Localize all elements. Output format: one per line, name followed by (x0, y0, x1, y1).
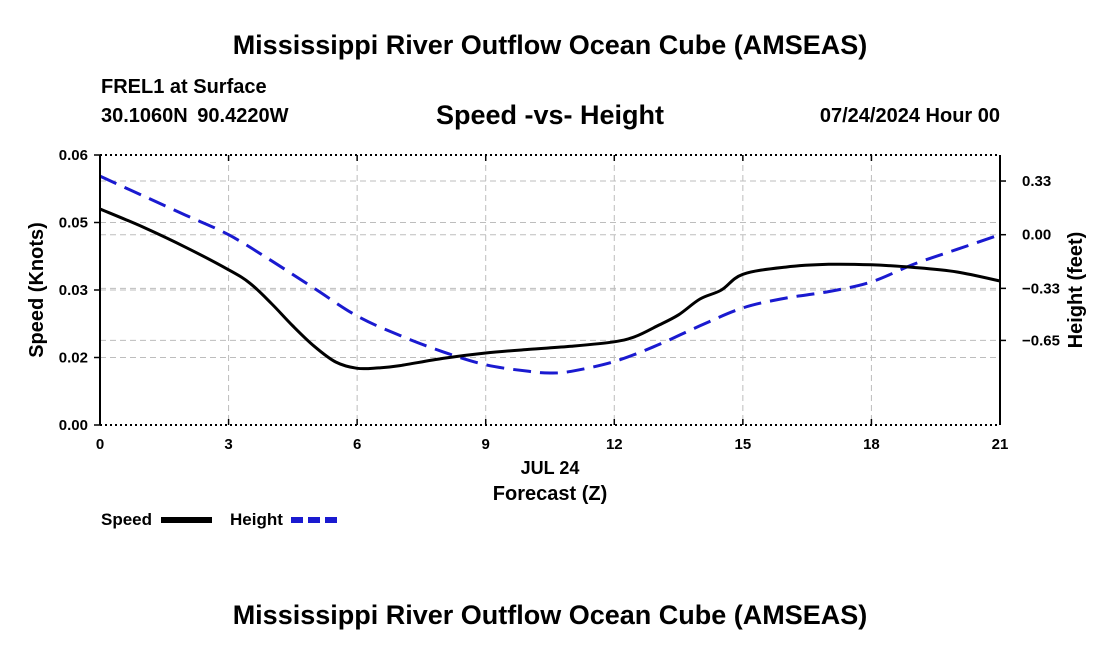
y-right-tick-label: 0.33 (1022, 173, 1051, 190)
axis-labels: JUL 24 Forecast (Z) Speed (Knots) Height… (26, 222, 1087, 505)
axes: 0 3 6 9 12 15 18 21 0.00 0.02 0.03 0.05 0.06 0.33 0.00… (59, 147, 1060, 453)
x-tick-label: 9 (482, 436, 490, 453)
x-tick-label: 15 (735, 436, 752, 453)
footer-title: Mississippi River Outflow Ocean Cube (AM… (232, 600, 868, 630)
y-left-tick-label: 0.05 (59, 215, 88, 232)
station-name: FREL1 at Surface (101, 76, 267, 98)
y-left-tick-label: 0.06 (59, 147, 88, 164)
forecast-date: 07/24/2024 Hour 00 (819, 105, 1000, 127)
y-right-tick-label: −0.33 (1022, 280, 1060, 297)
x-tick-label: 0 (96, 436, 104, 453)
legend-height-label: Height (230, 510, 283, 529)
height-series-line (99, 174, 1001, 375)
speed-series-line (99, 207, 1001, 371)
x-tick-label: 6 (353, 436, 361, 453)
y-right-tick-label: −0.65 (1022, 332, 1060, 349)
chart-title: Speed -vs- Height (435, 100, 665, 130)
series-layer (99, 174, 1001, 375)
y-left-tick-label: 0.03 (59, 282, 88, 299)
y-right-tick-label: 0.00 (1022, 227, 1051, 244)
x-tick-label: 18 (863, 436, 880, 453)
x-tick-label: 12 (606, 436, 623, 453)
y-left-tick-label: 0.02 (59, 350, 88, 367)
x-axis-date-label: JUL 24 (521, 458, 580, 478)
main-title: Mississippi River Outflow Ocean Cube (AM… (232, 30, 868, 60)
speed-height-chart: 0 3 6 9 12 15 18 21 0.00 0.02 0.03 0.05 0.06 0.33 0.00… (26, 147, 1087, 529)
x-axis-label: Forecast (Z) (493, 483, 607, 505)
station-coords: 30.1060N 90.4220W (101, 105, 289, 127)
y-left-tick-label: 0.00 (59, 417, 88, 434)
legend: Speed Height (101, 510, 342, 529)
y-axis-right-label: Height (feet) (1065, 232, 1087, 349)
legend-speed-label: Speed (101, 510, 152, 529)
x-tick-label: 21 (992, 436, 1009, 453)
x-tick-label: 3 (224, 436, 232, 453)
grid (100, 155, 1000, 425)
y-axis-left-label: Speed (Knots) (26, 222, 48, 358)
